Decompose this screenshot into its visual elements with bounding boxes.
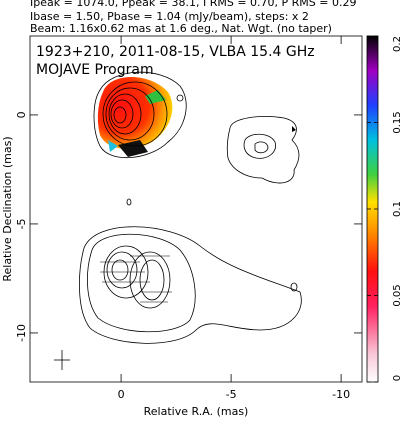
x-axis-label: Relative R.A. (mas) xyxy=(144,405,249,418)
x-tick-label: -5 xyxy=(226,388,237,401)
x-tick-label: 0 xyxy=(118,388,125,401)
plot-title: 1923+210, 2011-08-15, VLBA 15.4 GHz xyxy=(36,44,315,60)
header-line: Ibase = 1.50, Pbase = 1.04 (mJy/beam), s… xyxy=(30,10,309,23)
plot-frame xyxy=(29,35,363,383)
header-line: Ipeak = 1074.0, Ppeak = 38.1, I RMS = 0.… xyxy=(30,0,357,9)
colorbar-tick-label: 0 xyxy=(392,375,403,381)
header-line: Beam: 1.16x0.62 mas at 1.6 deg., Nat. Wg… xyxy=(30,22,332,35)
y-tick-label: 0 xyxy=(15,111,28,118)
x-tick-label: -10 xyxy=(332,388,350,401)
colorbar-tick-label: 0.05 xyxy=(392,284,403,306)
emission xyxy=(79,71,302,344)
y-axis-label: Relative Declination (mas) xyxy=(1,136,14,281)
colorbar-tick-label: 0.2 xyxy=(392,36,403,52)
y-tick-label: -5 xyxy=(15,218,28,229)
beam xyxy=(54,350,70,370)
plot-subtitle: MOJAVE Program xyxy=(36,62,154,78)
colorbar-tick-label: 0.15 xyxy=(392,111,403,133)
y-tick-label: -10 xyxy=(15,324,28,342)
colorbar-tick-label: 0.1 xyxy=(392,201,403,217)
